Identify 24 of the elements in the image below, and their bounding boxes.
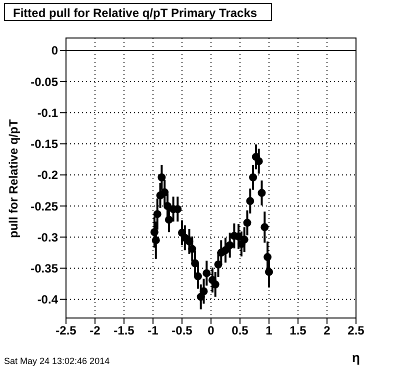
y-tick-label: -0.35	[30, 261, 58, 276]
x-tick-label: 2.5	[348, 324, 365, 338]
y-tick-label: -0.3	[37, 230, 58, 244]
y-tick-label: 0	[51, 44, 58, 58]
chart-title: Fitted pull for Relative q/pT Primary Tracks	[4, 3, 272, 21]
x-tick-label: 0.5	[232, 324, 249, 338]
y-tick-label: -0.05	[30, 74, 58, 89]
x-tick-label: -0.5	[172, 324, 193, 338]
y-tick-label: -0.1	[37, 106, 58, 120]
text: Sat May 24 13:02:46 2014	[4, 356, 110, 366]
x-tick-label: -1	[148, 324, 159, 338]
x-tick-label: -2	[90, 324, 101, 338]
y-axis-title: pull for Relative q/pT	[6, 118, 20, 238]
x-tick-label: 2	[324, 324, 331, 338]
x-axis-title: η	[352, 350, 360, 365]
x-tick-label: 1.5	[290, 324, 307, 338]
x-tick-label: -2.5	[56, 324, 77, 338]
x-tick-label: 1	[266, 324, 273, 338]
x-tick-label: -1.5	[114, 324, 135, 338]
x-tick-label: 0	[208, 324, 215, 338]
y-tick-label: -0.15	[30, 137, 58, 152]
y-tick-label: -0.25	[30, 199, 58, 214]
y-tick-label: -0.2	[37, 168, 58, 182]
y-tick-label: -0.4	[37, 292, 58, 307]
